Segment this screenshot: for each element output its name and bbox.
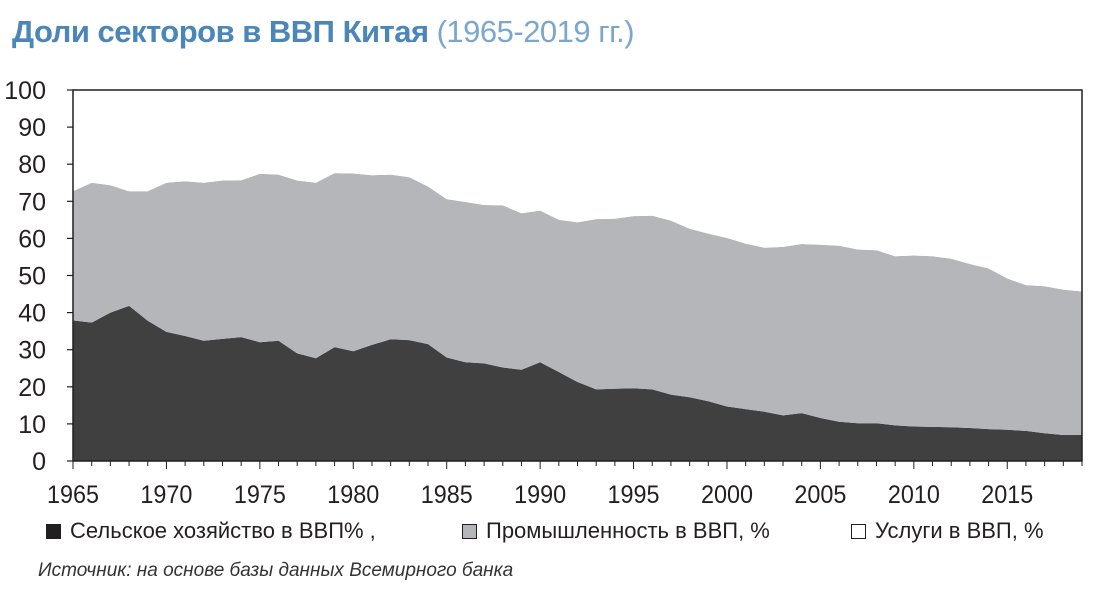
legend-swatch-services: [851, 523, 866, 539]
legend-item-industry: Промышленность в ВВП, %: [462, 518, 770, 544]
x-tick-label-2015: 2015: [981, 481, 1033, 509]
x-tick-label-1990: 1990: [514, 481, 566, 509]
legend-label-agriculture: Сельское хозяйство в ВВП% ,: [70, 518, 376, 543]
y-tick-label-10: 10: [18, 411, 46, 439]
legend-swatch-industry: [462, 523, 477, 539]
chart-title-block: Доли секторов в ВВП Китая (1965-2019 гг.): [12, 14, 635, 50]
y-tick-label-70: 70: [18, 188, 46, 216]
x-tick-label-1965: 1965: [47, 481, 99, 509]
chart-subtitle: (1965-2019 гг.): [436, 14, 635, 49]
legend-item-services: Услуги в ВВП, %: [851, 518, 1044, 544]
x-tick-label-1995: 1995: [608, 481, 660, 509]
y-tick-label-0: 0: [32, 448, 46, 476]
y-tick-label-50: 50: [18, 263, 46, 291]
source-note: Источник: на основе базы данных Всемирно…: [38, 560, 514, 581]
area-services: [73, 90, 1082, 292]
y-tick-label-80: 80: [18, 151, 46, 179]
legend-swatch-agriculture: [46, 523, 61, 539]
x-tick-label-2010: 2010: [888, 481, 940, 509]
x-tick-label-2005: 2005: [794, 481, 846, 509]
chart-title: Доли секторов в ВВП Китая: [12, 14, 429, 49]
y-tick-label-90: 90: [18, 114, 46, 142]
x-tick-label-1975: 1975: [234, 481, 286, 509]
x-tick-label-2000: 2000: [701, 481, 753, 509]
x-tick-label-1970: 1970: [140, 481, 192, 509]
y-tick-label-30: 30: [18, 337, 46, 365]
area-industry: [73, 173, 1082, 435]
y-tick-label-60: 60: [18, 225, 46, 253]
legend-item-agriculture: Сельское хозяйство в ВВП% ,: [46, 518, 376, 544]
x-tick-label-1980: 1980: [327, 481, 379, 509]
y-tick-label-20: 20: [18, 374, 46, 402]
legend-label-industry: Промышленность в ВВП, %: [486, 518, 770, 543]
y-tick-label-40: 40: [18, 300, 46, 328]
y-tick-label-100: 100: [4, 77, 46, 105]
area-agriculture: [73, 305, 1082, 461]
x-tick-label-1985: 1985: [421, 481, 473, 509]
legend-label-services: Услуги в ВВП, %: [875, 518, 1044, 543]
